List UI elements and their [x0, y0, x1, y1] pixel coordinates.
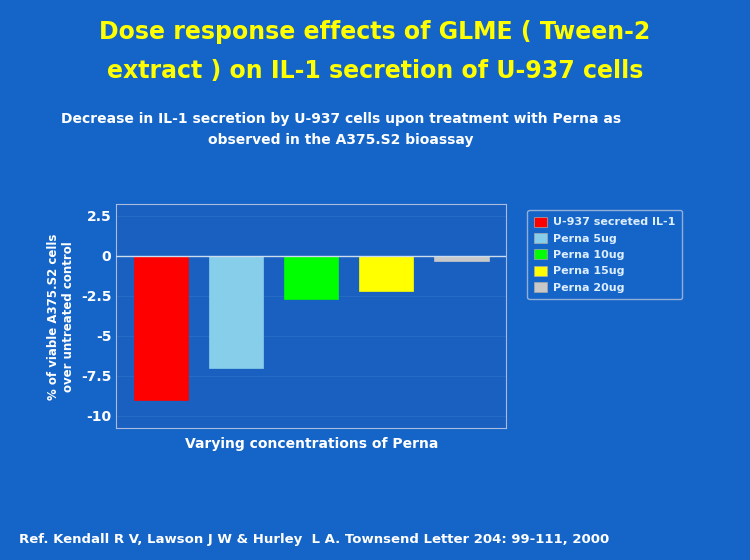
- Bar: [434, 255, 488, 261]
- Text: Decrease in IL-1 secretion by U-937 cells upon treatment with Perna as: Decrease in IL-1 secretion by U-937 cell…: [62, 112, 621, 126]
- Text: Dose response effects of GLME ( Tween-2: Dose response effects of GLME ( Tween-2: [99, 20, 650, 44]
- X-axis label: Varying concentrations of Perna: Varying concentrations of Perna: [184, 437, 438, 451]
- Bar: [134, 255, 188, 400]
- Text: extract ) on IL-1 secretion of U-937 cells: extract ) on IL-1 secretion of U-937 cel…: [106, 59, 644, 83]
- Bar: [359, 255, 413, 291]
- Legend: U-937 secreted IL-1, Perna 5ug, Perna 10ug, Perna 15ug, Perna 20ug: U-937 secreted IL-1, Perna 5ug, Perna 10…: [527, 210, 682, 300]
- Bar: [209, 255, 263, 367]
- Text: observed in the A375.S2 bioassay: observed in the A375.S2 bioassay: [209, 133, 474, 147]
- Text: Ref. Kendall R V, Lawson J W & Hurley  L A. Townsend Letter 204: 99-111, 2000: Ref. Kendall R V, Lawson J W & Hurley L …: [19, 533, 609, 546]
- Bar: [284, 255, 338, 299]
- Y-axis label: % of viable A375.S2 cells
over untreated control: % of viable A375.S2 cells over untreated…: [47, 233, 75, 400]
